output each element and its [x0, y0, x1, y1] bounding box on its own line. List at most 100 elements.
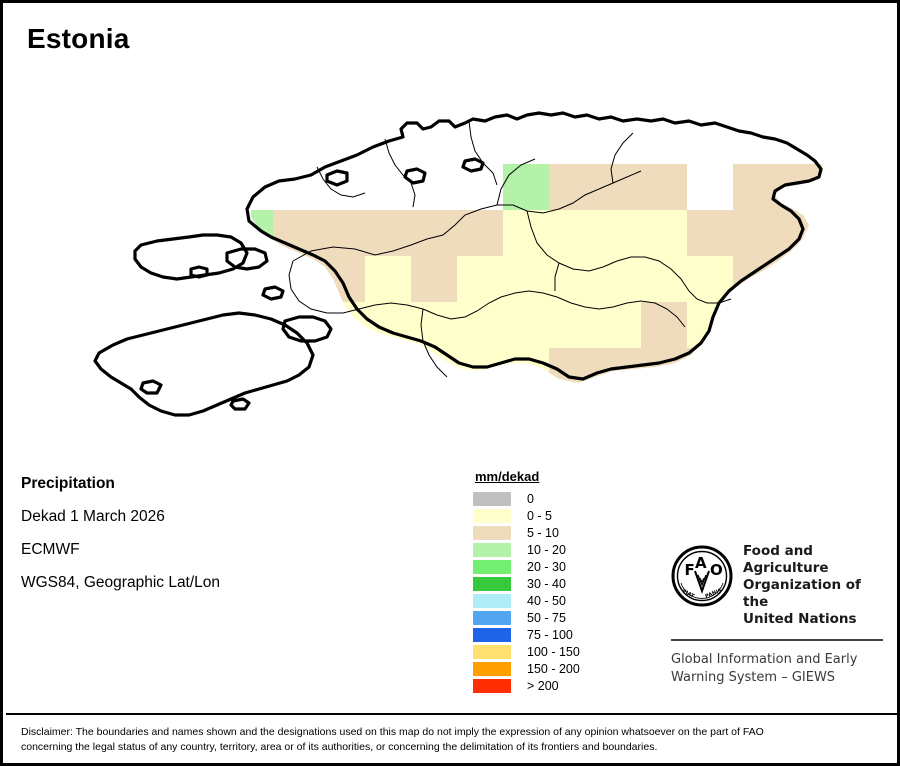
legend-label: 40 - 50 — [527, 593, 566, 608]
legend-row: 30 - 40 — [473, 575, 580, 592]
disclaimer: Disclaimer: The boundaries and names sho… — [21, 725, 881, 755]
raster-cell — [457, 210, 503, 256]
raster-cell — [251, 302, 273, 348]
raster-cell — [89, 256, 135, 302]
legend: mm/dekad 0 0 - 5 5 - 10 10 - 20 20 - 30 30 - … — [473, 469, 580, 694]
raster-cell — [135, 302, 181, 348]
legend-label: 50 - 75 — [527, 610, 566, 625]
legend-label: 150 - 200 — [527, 661, 580, 676]
legend-label: 20 - 30 — [527, 559, 566, 574]
legend-row: 40 - 50 — [473, 592, 580, 609]
raster-cell — [503, 256, 549, 302]
giews-name: Global Information and Early Warning Sys… — [671, 651, 887, 686]
raster-cell — [503, 394, 549, 440]
legend-swatch — [473, 491, 511, 506]
legend-row: 100 - 150 — [473, 643, 580, 660]
legend-row: 50 - 75 — [473, 609, 580, 626]
raster-cell — [641, 256, 687, 302]
legend-row: 20 - 30 — [473, 558, 580, 575]
raster-cell — [779, 256, 823, 302]
legend-swatch — [473, 525, 511, 540]
svg-text:FIAT: FIAT — [681, 588, 695, 599]
raster-cell — [641, 302, 687, 348]
raster-cell — [549, 348, 595, 383]
giews-line2: Warning System – GIEWS — [671, 669, 836, 685]
fao-divider — [671, 639, 883, 642]
raster-cell — [733, 302, 779, 348]
raster-cell — [733, 164, 779, 210]
legend-row: 75 - 100 — [473, 626, 580, 643]
legend-row: 5 - 10 — [473, 524, 580, 541]
map-canvas[interactable] — [3, 63, 897, 463]
raster-cell — [365, 394, 411, 440]
raster-cell — [641, 210, 687, 256]
precipitation-raster — [43, 164, 823, 440]
info-variable: Precipitation — [21, 475, 115, 492]
raster-cell — [319, 210, 365, 256]
svg-text:A: A — [695, 554, 707, 572]
legend-label: 30 - 40 — [527, 576, 566, 591]
raster-cell — [641, 394, 687, 440]
disclaimer-divider — [6, 713, 897, 715]
legend-row: > 200 — [473, 677, 580, 694]
legend-swatch — [473, 627, 511, 642]
raster-cell — [411, 394, 457, 440]
raster-cell — [43, 302, 89, 348]
raster-cell — [687, 394, 733, 440]
legend-row: 10 - 20 — [473, 541, 580, 558]
raster-cell — [595, 164, 641, 210]
raster-cell — [365, 348, 411, 383]
raster-cell — [365, 302, 411, 348]
legend-swatch — [473, 610, 511, 625]
estonia-map-svg[interactable] — [3, 63, 897, 463]
page-title: Estonia — [27, 23, 130, 54]
legend-swatch — [473, 678, 511, 693]
fao-logo: F A O FIAT PANIS — [671, 545, 733, 612]
national-boundary — [93, 111, 823, 417]
fao-org-line3: United Nations — [743, 610, 857, 627]
county-boundaries — [288, 120, 732, 378]
raster-cell — [549, 210, 595, 256]
raster-cell — [457, 256, 503, 302]
info-period: Dekad 1 March 2026 — [21, 508, 165, 525]
raster-cell — [89, 302, 135, 348]
disclaimer-line1: Disclaimer: The boundaries and names sho… — [21, 726, 764, 738]
raster-cell — [457, 348, 503, 383]
legend-swatch — [473, 508, 511, 523]
raster-cell — [687, 210, 733, 256]
legend-row: 150 - 200 — [473, 660, 580, 677]
raster-cell — [549, 256, 595, 302]
raster-cell — [641, 164, 687, 210]
legend-row: 0 — [473, 490, 580, 507]
info-projection: WGS84, Geographic Lat/Lon — [21, 574, 221, 591]
raster-cell — [135, 210, 181, 256]
raster-cell — [503, 164, 549, 210]
raster-cell — [457, 394, 503, 440]
raster-cell — [779, 164, 823, 210]
legend-label: 100 - 150 — [527, 644, 580, 659]
raster-cell — [181, 210, 227, 256]
raster-cell — [411, 348, 457, 383]
raster-cell — [319, 394, 365, 440]
raster-cell — [503, 348, 549, 383]
info-source: ECMWF — [21, 541, 80, 558]
raster-cell — [595, 210, 641, 256]
legend-swatch — [473, 576, 511, 591]
disclaimer-line2: concerning the legal status of any count… — [21, 741, 658, 754]
raster-cell — [365, 210, 411, 256]
raster-cell — [733, 210, 779, 256]
map-info-block: Precipitation Dekad 1 March 2026 ECMWF W… — [21, 475, 220, 607]
raster-cell — [457, 302, 503, 348]
fao-org-line1: Food and Agriculture — [743, 543, 829, 576]
raster-cell — [549, 164, 595, 210]
fao-org-line2: Organization of the — [743, 576, 861, 610]
raster-cell — [641, 348, 687, 383]
raster-cell — [273, 256, 319, 302]
raster-cell — [411, 210, 457, 256]
raster-cell — [687, 348, 733, 383]
legend-label: > 200 — [527, 678, 559, 693]
legend-label: 5 - 10 — [527, 525, 559, 540]
svg-text:F: F — [685, 561, 695, 579]
raster-cell — [733, 256, 779, 302]
